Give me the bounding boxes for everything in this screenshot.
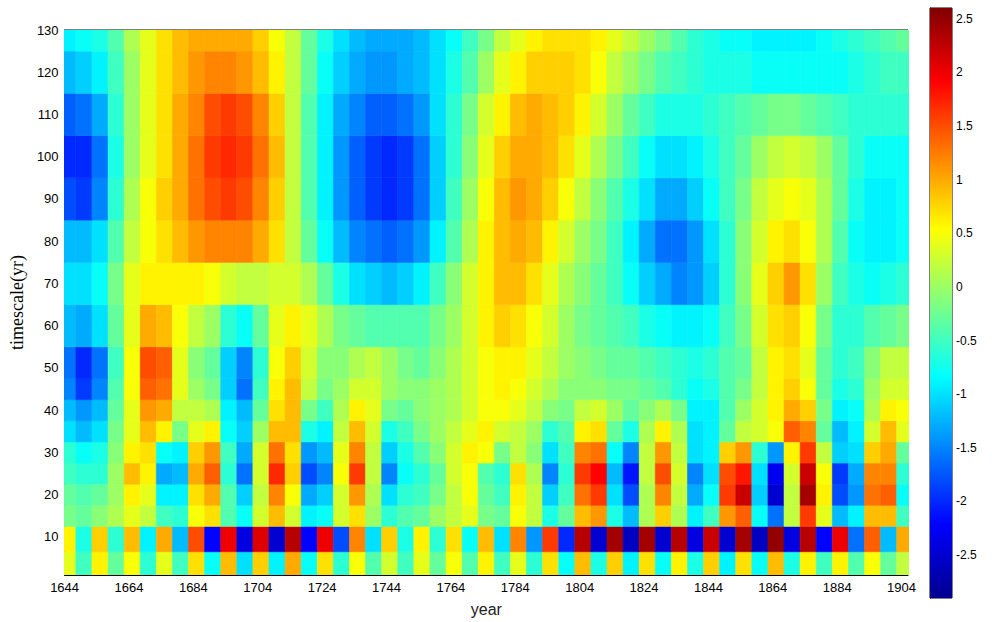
svg-text:1744: 1744 (372, 580, 401, 595)
svg-text:110: 110 (38, 107, 59, 122)
svg-text:1884: 1884 (823, 580, 852, 595)
svg-text:130: 130 (37, 23, 59, 38)
svg-text:90: 90 (44, 191, 58, 206)
svg-text:60: 60 (44, 318, 58, 333)
svg-text:-1.5: -1.5 (956, 441, 977, 455)
svg-text:1704: 1704 (243, 580, 272, 595)
svg-text:-0.5: -0.5 (956, 334, 977, 348)
svg-text:timescale(yr): timescale(yr) (7, 255, 28, 350)
svg-text:70: 70 (44, 276, 58, 291)
svg-text:10: 10 (44, 529, 58, 544)
svg-text:-2.5: -2.5 (956, 548, 977, 562)
svg-text:1684: 1684 (179, 580, 208, 595)
svg-text:100: 100 (37, 149, 59, 164)
svg-text:120: 120 (37, 65, 59, 80)
svg-text:1.5: 1.5 (956, 119, 973, 133)
svg-text:1784: 1784 (501, 580, 530, 595)
svg-text:1644: 1644 (50, 580, 79, 595)
svg-text:2: 2 (956, 65, 963, 79)
svg-text:1764: 1764 (436, 580, 465, 595)
svg-text:2.5: 2.5 (956, 12, 973, 26)
svg-text:1664: 1664 (115, 580, 144, 595)
svg-text:1904: 1904 (887, 580, 916, 595)
svg-text:80: 80 (44, 234, 58, 249)
svg-text:-2: -2 (956, 494, 967, 508)
svg-text:1824: 1824 (630, 580, 659, 595)
svg-text:-1: -1 (956, 387, 967, 401)
svg-text:1724: 1724 (308, 580, 337, 595)
svg-text:50: 50 (44, 360, 58, 375)
svg-text:year: year (471, 601, 503, 618)
svg-text:1844: 1844 (694, 580, 723, 595)
svg-text:30: 30 (44, 445, 58, 460)
svg-text:1: 1 (956, 173, 963, 187)
svg-text:0.5: 0.5 (956, 226, 973, 240)
svg-text:20: 20 (44, 487, 58, 502)
svg-text:0: 0 (956, 280, 963, 294)
svg-text:1864: 1864 (758, 580, 787, 595)
svg-text:40: 40 (44, 403, 58, 418)
svg-text:1804: 1804 (565, 580, 594, 595)
